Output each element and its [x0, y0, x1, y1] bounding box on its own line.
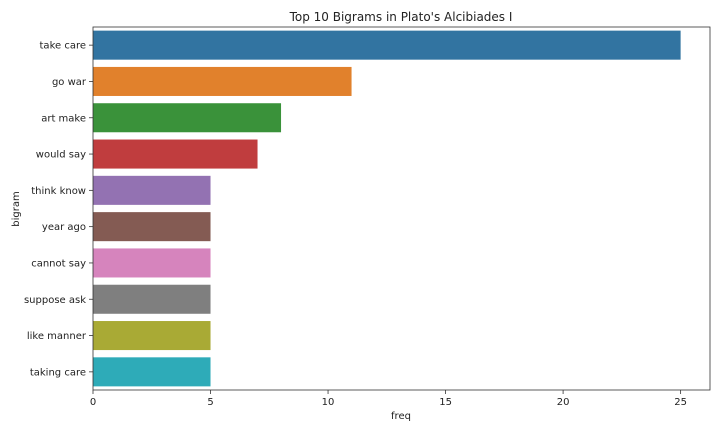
x-axis-ticks: 0 5 10 15 20 25 [90, 390, 687, 408]
y-tick-label: cannot say [31, 258, 86, 269]
x-tick-label: 10 [322, 397, 335, 408]
y-axis-label: bigram [11, 191, 22, 226]
plot-frame [92, 26, 711, 391]
x-tick-label: 5 [207, 397, 213, 408]
bar-like-manner [93, 321, 211, 351]
bar-take-care [93, 30, 681, 60]
y-tick-label: like manner [27, 331, 87, 342]
bar-cannot-say [93, 248, 211, 278]
x-tick-label: 25 [674, 397, 687, 408]
y-tick-label: year ago [42, 222, 86, 233]
y-tick-label: art make [41, 113, 86, 124]
bar-go-war [93, 66, 352, 96]
chart-title: Top 10 Bigrams in Plato's Alcibiades I [289, 10, 513, 24]
x-tick-label: 20 [557, 397, 570, 408]
x-tick-label: 15 [439, 397, 452, 408]
bar-think-know [93, 175, 211, 205]
x-axis-label: freq [391, 411, 411, 422]
bar-suppose-ask [93, 284, 211, 314]
bar-art-make [93, 103, 282, 133]
y-tick-label: would say [36, 150, 86, 161]
y-tick-label: suppose ask [24, 295, 86, 306]
y-tick-label: taking care [30, 367, 86, 378]
y-tick-label: go war [52, 77, 87, 88]
y-axis-ticks: take care go war art make would say think kn… [24, 41, 93, 378]
bar-year-ago [93, 212, 211, 242]
bars-group [93, 30, 681, 387]
bar-would-say [93, 139, 258, 169]
y-tick-label: think know [31, 186, 86, 197]
bar-taking-care [93, 357, 211, 387]
x-tick-label: 0 [90, 397, 96, 408]
y-tick-label: take care [40, 41, 86, 52]
